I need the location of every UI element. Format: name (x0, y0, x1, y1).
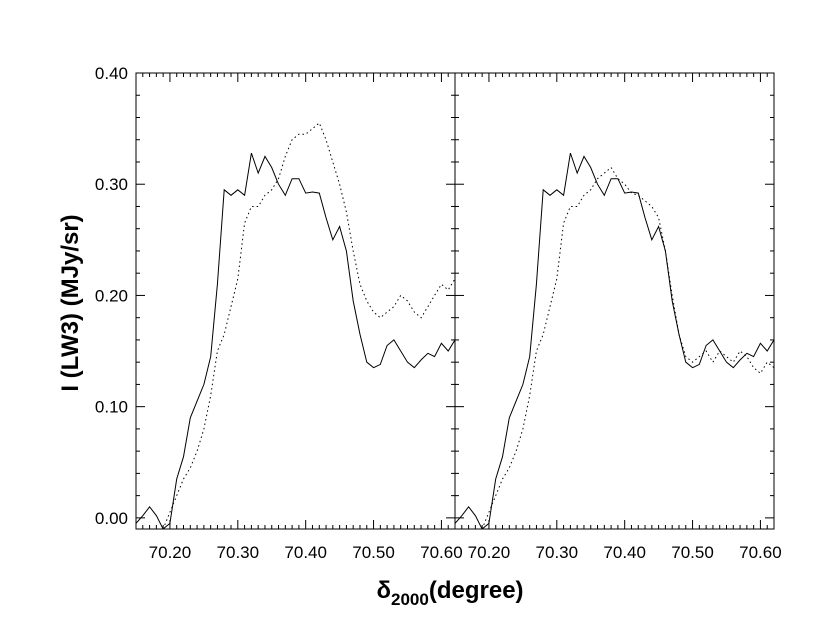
y-tick-label: 0.10 (95, 398, 128, 417)
series-dotted-line (455, 166, 774, 529)
y-tick-label: 0.30 (95, 175, 128, 194)
x-tick-label: 70.20 (468, 543, 511, 562)
x-tick-label: 70.50 (671, 543, 714, 562)
y-tick-label: 0.40 (95, 64, 128, 83)
series-dotted-line (136, 122, 455, 529)
x-axis-label-rest: (degree) (429, 577, 524, 604)
x-axis-label-subscript: 2000 (391, 590, 429, 609)
y-axis-label: I (LW3) (MJy/sr) (57, 214, 84, 391)
series-solid-line (136, 152, 455, 529)
series-solid-line (455, 152, 774, 529)
x-tick-label: 70.40 (603, 543, 646, 562)
x-axis-label: δ2000(degree) (376, 577, 523, 609)
x-tick-label: 70.50 (352, 543, 395, 562)
x-tick-label: 70.20 (149, 543, 192, 562)
y-tick-label: 0.20 (95, 286, 128, 305)
x-tick-label: 70.30 (217, 543, 260, 562)
x-tick-label: 70.60 (739, 543, 782, 562)
panel-1: 70.20 70.30 70.40 70.50 70.60 0.00 0.10 0.20 0.3… (95, 64, 463, 562)
x-tick-label: 70.30 (536, 543, 579, 562)
x-axis-label-main: δ (376, 577, 391, 604)
plot-frame (454, 72, 775, 530)
x-tick-label: 70.60 (420, 543, 463, 562)
panel-2: 70.20 70.30 70.40 70.50 70.60 (454, 72, 782, 562)
x-tick-label: 70.40 (284, 543, 327, 562)
y-tick-label: 0.00 (95, 509, 128, 528)
